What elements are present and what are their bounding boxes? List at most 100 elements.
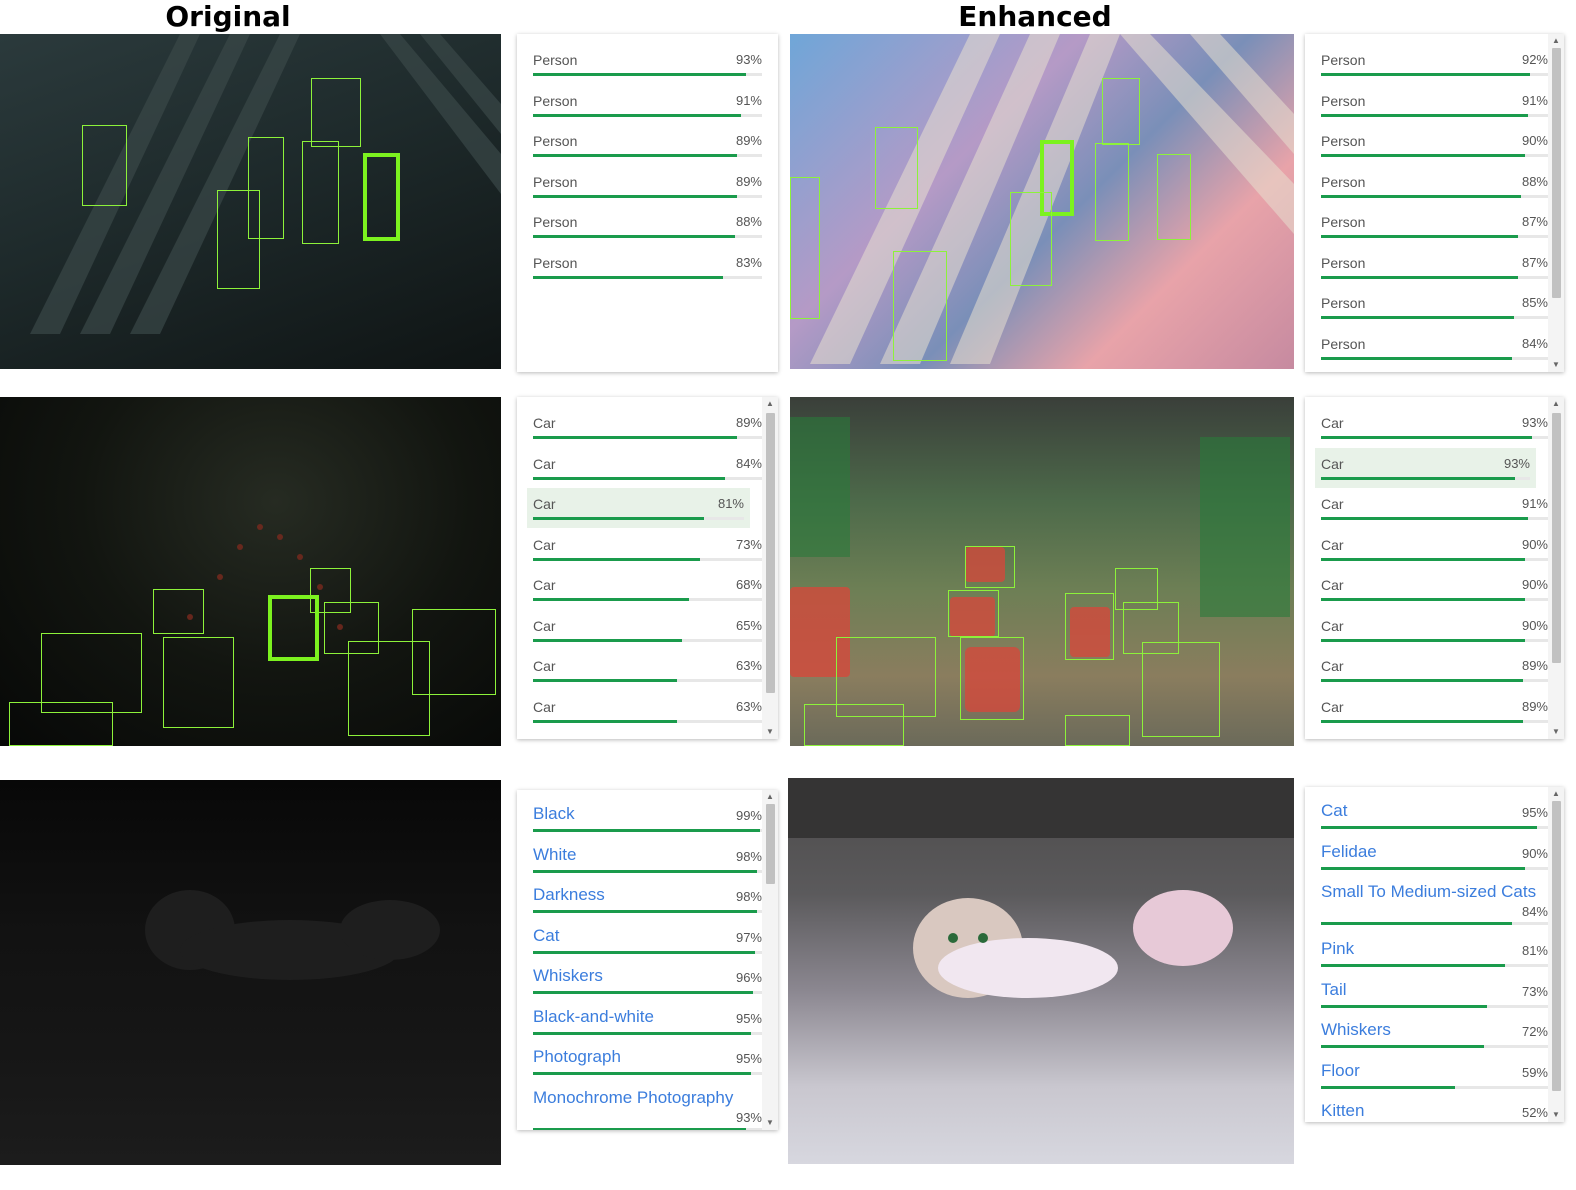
enhanced-object-panel-2[interactable]: Car 93% Car 93% Car 91% Car 90% Car 90% Car 90% Car 8… [1305, 397, 1564, 739]
scrollbar[interactable]: ▲ ▼ [1548, 787, 1564, 1122]
scrollbar[interactable]: ▲ ▼ [762, 397, 778, 739]
object-result-row[interactable]: Car 90% [1321, 529, 1548, 569]
confidence-bar-fill [1321, 719, 1524, 723]
scroll-down-icon[interactable]: ▼ [1552, 1110, 1560, 1119]
object-result-row[interactable]: Car 89% [1321, 650, 1548, 690]
object-result-row[interactable]: Car 93% [1315, 447, 1536, 488]
original-object-panel-2[interactable]: Car 89% Car 84% Car 81% Car 73% Car 68% Car 65% Car 6… [517, 397, 778, 739]
label-result-row[interactable]: Tail 73% [1321, 976, 1548, 1016]
object-result-row[interactable]: Car 73% [533, 529, 762, 569]
scroll-up-icon[interactable]: ▲ [1552, 399, 1560, 408]
detection-box [836, 637, 936, 717]
confidence-bar-fill [533, 1031, 751, 1035]
object-result-row[interactable]: Person 88% [533, 206, 762, 246]
confidence-bar [533, 869, 762, 873]
result-label: Car [533, 536, 556, 553]
result-label: Car [1321, 415, 1344, 431]
object-result-row[interactable]: Person 90% [1321, 125, 1548, 165]
object-result-row[interactable]: Person 91% [533, 85, 762, 125]
label-result-row[interactable]: Darkness 98% [533, 881, 762, 921]
confidence-percent: 90% [1521, 577, 1548, 592]
confidence-bar [533, 113, 762, 117]
object-result-row[interactable]: Car 63% [533, 691, 762, 731]
object-result-row[interactable]: Car 89% [1321, 691, 1548, 731]
label-result-row[interactable]: Small To Medium-sized Cats 84% [1321, 878, 1548, 930]
confidence-bar [533, 275, 762, 279]
object-result-row[interactable]: Car 68% [533, 569, 762, 609]
result-label: Black-and-white [533, 1006, 654, 1026]
label-result-row[interactable]: Monochrome Photography 93% [533, 1084, 762, 1130]
object-result-row[interactable]: Person 93% [533, 44, 762, 84]
object-result-row[interactable]: Person 83% [533, 247, 762, 287]
confidence-bar [533, 1127, 762, 1130]
scroll-up-icon[interactable]: ▲ [1552, 789, 1560, 798]
confidence-percent: 81% [1521, 943, 1548, 958]
scroll-down-icon[interactable]: ▼ [1552, 360, 1560, 369]
object-result-row[interactable]: Person 88% [1321, 166, 1548, 206]
object-result-row[interactable]: Person 87% [1321, 247, 1548, 287]
enhanced-object-panel-1[interactable]: Person 92% Person 91% Person 90% Person 88% Pers… [1305, 34, 1564, 372]
object-result-row[interactable]: Car 89% [533, 407, 762, 447]
label-result-row[interactable]: Black 99% [533, 800, 762, 840]
original-photo-cat [0, 780, 501, 1165]
object-result-row[interactable]: Person 84% [1321, 328, 1548, 368]
label-result-row[interactable]: Felidae 90% [1321, 838, 1548, 878]
confidence-bar [1321, 964, 1548, 967]
label-result-row[interactable]: Whiskers 72% [1321, 1016, 1548, 1056]
label-result-row[interactable]: Cat 95% [1321, 797, 1548, 837]
object-result-row[interactable]: Car 93% [1321, 407, 1548, 447]
scrollbar[interactable]: ▲ ▼ [762, 790, 778, 1130]
enhanced-label-panel-3[interactable]: Cat 95% Felidae 90% Small To Medium-sized Ca… [1305, 787, 1564, 1122]
label-result-row[interactable]: Pink 81% [1321, 935, 1548, 975]
scrollbar[interactable]: ▲ ▼ [1548, 397, 1564, 739]
confidence-bar [1321, 866, 1548, 870]
confidence-percent: 88% [735, 214, 762, 229]
confidence-bar-fill [1321, 113, 1528, 117]
scrollbar[interactable]: ▲ ▼ [1548, 34, 1564, 372]
scroll-up-icon[interactable]: ▲ [766, 792, 774, 801]
label-result-row[interactable]: Cat 97% [533, 922, 762, 962]
label-result-row[interactable]: White 98% [533, 841, 762, 881]
scroll-down-icon[interactable]: ▼ [766, 727, 774, 736]
label-result-row[interactable]: Kitten 52% [1321, 1097, 1548, 1122]
confidence-bar-fill [1321, 275, 1519, 279]
confidence-percent: 90% [1521, 617, 1548, 633]
confidence-bar [1321, 275, 1548, 279]
object-result-row[interactable]: Person 87% [1321, 206, 1548, 246]
object-result-row[interactable]: Person 85% [1321, 287, 1548, 327]
detection-box [302, 141, 339, 244]
object-result-row[interactable]: Person 92% [1321, 44, 1548, 84]
crosswalk-stripes [810, 34, 1294, 364]
confidence-percent: 87% [1521, 214, 1548, 229]
object-result-row[interactable]: Person 89% [533, 125, 762, 165]
label-result-row[interactable]: Floor 59% [1321, 1057, 1548, 1097]
confidence-bar [1321, 73, 1548, 76]
scroll-down-icon[interactable]: ▼ [766, 1118, 774, 1127]
result-label: Person [533, 133, 578, 149]
enhanced-photo-crosswalk [790, 34, 1294, 369]
scroll-up-icon[interactable]: ▲ [766, 399, 774, 408]
scroll-up-icon[interactable]: ▲ [1552, 36, 1560, 45]
object-result-row[interactable]: Car 81% [527, 488, 750, 528]
original-label-panel-3[interactable]: Black 99% White 98% Darkness 98% Cat 97% Whisker… [517, 790, 778, 1130]
object-result-row[interactable]: Car 84% [533, 448, 762, 488]
label-result-row[interactable]: Whiskers 96% [533, 962, 762, 1002]
result-label: Car [533, 496, 556, 512]
result-label: Whiskers [1321, 1020, 1391, 1039]
scroll-down-icon[interactable]: ▼ [1552, 727, 1560, 736]
object-result-row[interactable]: Car 91% [1321, 488, 1548, 528]
confidence-bar-fill [1321, 517, 1528, 520]
cat-scene [788, 778, 1294, 998]
result-label: Cat [1321, 801, 1348, 820]
object-result-row[interactable]: Car 90% [1321, 610, 1548, 650]
confidence-percent: 98% [735, 848, 762, 864]
original-object-panel-1[interactable]: Person 93% Person 91% Person 89% Person 89% Pers… [517, 34, 778, 372]
label-result-row[interactable]: Photograph 95% [533, 1043, 762, 1083]
object-result-row[interactable]: Car 90% [1321, 569, 1548, 609]
confidence-bar-fill [533, 950, 756, 954]
object-result-row[interactable]: Person 91% [1321, 85, 1548, 125]
object-result-row[interactable]: Person 89% [533, 166, 762, 206]
object-result-row[interactable]: Car 65% [533, 610, 762, 650]
label-result-row[interactable]: Black-and-white 95% [533, 1003, 762, 1043]
object-result-row[interactable]: Car 63% [533, 650, 762, 690]
